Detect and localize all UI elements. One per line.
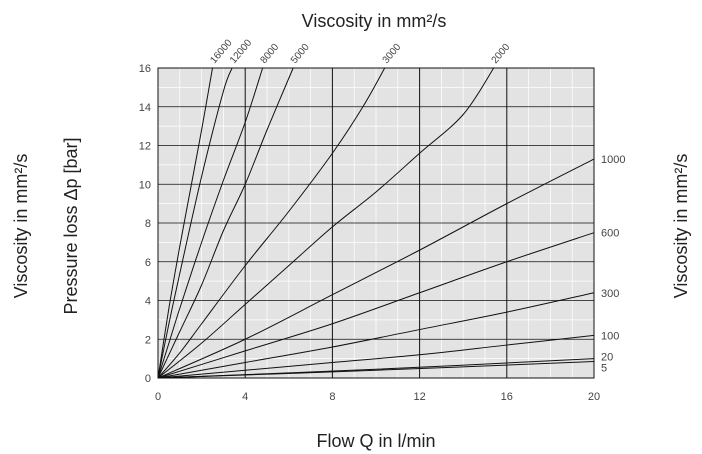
y-tick-6: 6 [145, 257, 151, 269]
curve-12000 [157, 67, 233, 379]
curve-2000 [157, 67, 495, 379]
x-tick-12: 12 [413, 391, 425, 403]
right-side-viscosity-label: Viscosity in mm²/s [671, 154, 691, 299]
x-tick-16: 16 [501, 391, 513, 403]
x-axis-title: Flow Q in l/min [316, 431, 435, 451]
y-tick-14: 14 [139, 102, 151, 114]
curve-label-1000: 1000 [601, 154, 625, 166]
curve-label-3000: 3000 [381, 41, 404, 65]
x-tick-8: 8 [329, 391, 335, 403]
major-gridlines [158, 68, 594, 378]
left-side-viscosity-label: Viscosity in mm²/s [11, 154, 31, 299]
y-tick-4: 4 [145, 296, 151, 308]
y-tick-16: 16 [139, 63, 151, 75]
y-tick-8: 8 [145, 218, 151, 230]
y-tick-0: 0 [145, 373, 151, 385]
curve-label-2000: 2000 [490, 41, 513, 65]
curve-5000 [157, 67, 294, 379]
top-axis-title: Viscosity in mm²/s [302, 11, 447, 31]
y-axis-title: Pressure loss Δp [bar] [61, 137, 81, 314]
curve-5 [157, 361, 595, 379]
curve-label-5000: 5000 [289, 41, 312, 65]
curve-8000 [157, 67, 264, 379]
plot-border [157, 67, 595, 379]
x-tick-4: 4 [242, 391, 248, 403]
curve-label-600: 600 [601, 228, 619, 240]
curve-label-20: 20 [601, 352, 613, 364]
y-tick-2: 2 [145, 334, 151, 346]
curve-3000 [157, 67, 386, 379]
curve-label-8000: 8000 [259, 41, 282, 65]
curve-100 [157, 334, 595, 379]
y-tick-labels: 0 2 4 6 8 10 12 14 16 [139, 63, 151, 385]
curve-600 [157, 232, 595, 379]
viscosity-curves [157, 67, 595, 379]
x-tick-labels: 0 4 8 12 16 20 [155, 391, 600, 403]
y-tick-10: 10 [139, 179, 151, 191]
x-tick-20: 20 [588, 391, 600, 403]
curve-label-12000: 12000 [228, 37, 255, 66]
x-tick-0: 0 [155, 391, 161, 403]
y-tick-12: 12 [139, 141, 151, 153]
curve-16000 [157, 67, 213, 379]
curve-300 [157, 292, 595, 379]
curve-label-5: 5 [601, 363, 607, 375]
curve-label-100: 100 [601, 330, 619, 342]
curve-label-300: 300 [601, 288, 619, 300]
curve-1000 [157, 158, 595, 379]
